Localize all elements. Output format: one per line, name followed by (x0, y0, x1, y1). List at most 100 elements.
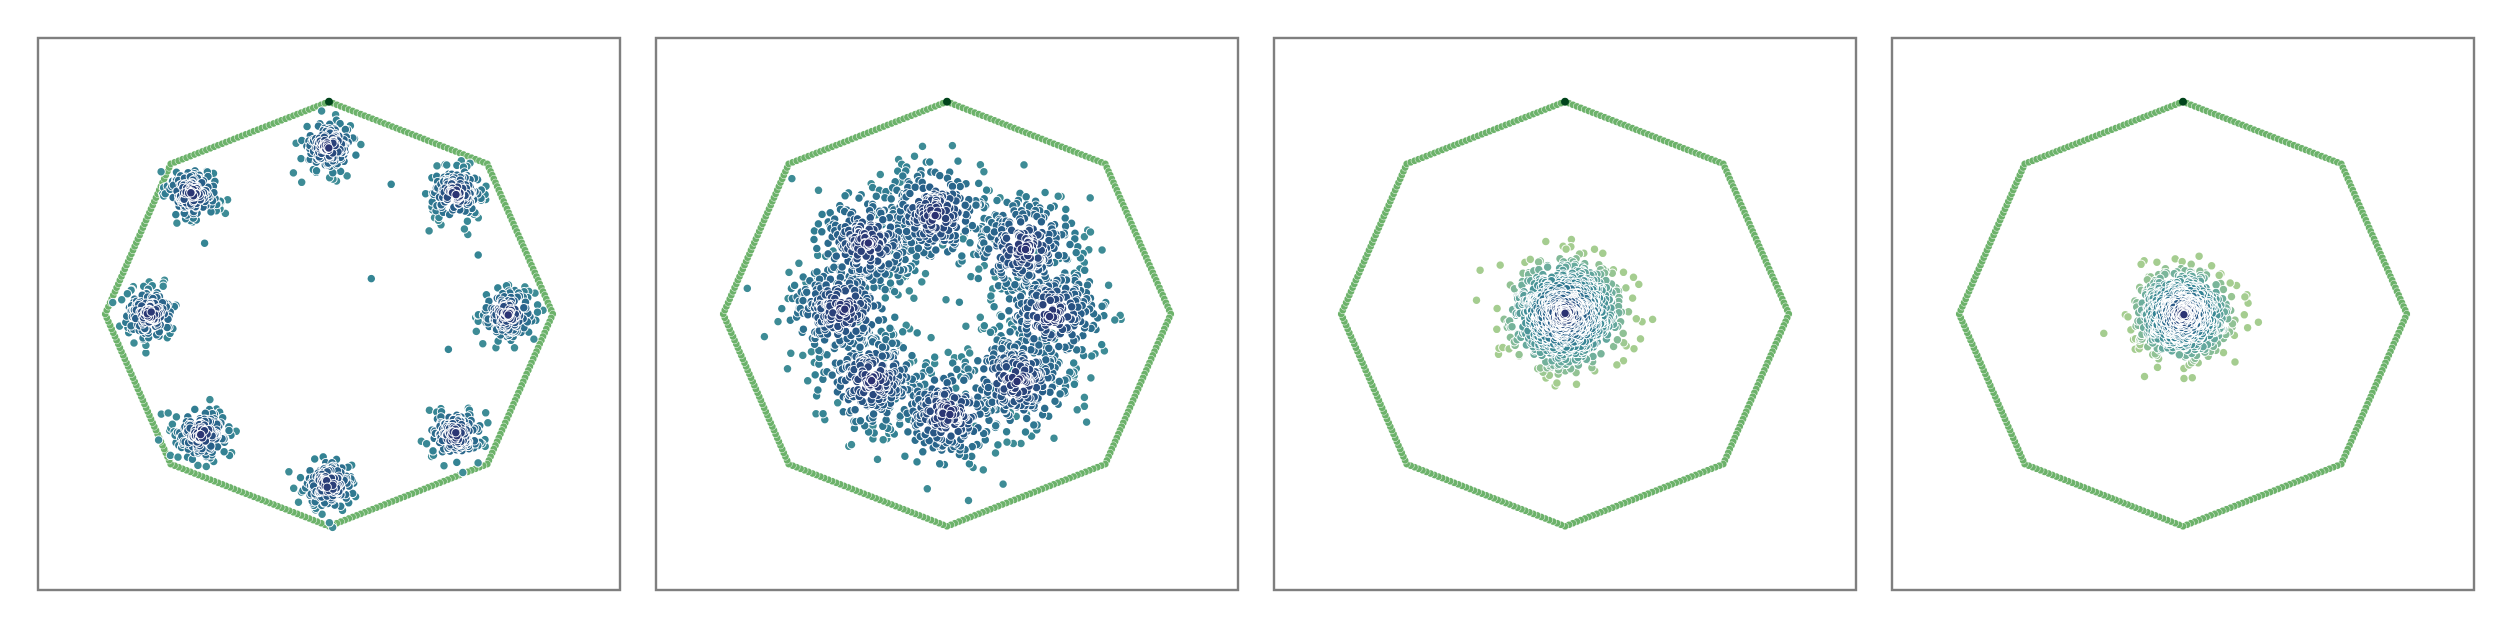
scatter-point (901, 226, 912, 237)
scatter-point (1589, 244, 1600, 254)
scatter-point (1001, 427, 1012, 437)
scatter-point (473, 458, 483, 468)
scatter-point (846, 439, 857, 450)
scatter-point (451, 189, 461, 200)
scatter-point (356, 139, 366, 150)
scatter-point (1071, 247, 1081, 258)
scatter-point (1001, 233, 1012, 243)
scatter-point (1085, 227, 1096, 237)
scatter-point (985, 327, 996, 337)
scatter-point (941, 295, 951, 305)
scatter-panel-2 (654, 36, 1240, 592)
scatter-point (171, 209, 181, 220)
scatter-point (462, 216, 473, 226)
scatter-point (759, 331, 770, 342)
scatter-point (1049, 433, 1059, 443)
scatter-point (863, 238, 873, 248)
scatter-point (782, 364, 793, 374)
scatter-point (939, 389, 950, 400)
scatter-point (1085, 193, 1095, 203)
scatter-point (1044, 343, 1054, 353)
scatter-point (931, 245, 941, 255)
scatter-point (1507, 322, 1517, 332)
scatter-point (153, 435, 164, 445)
scatter-point (866, 375, 877, 386)
scatter-point (1634, 279, 1644, 290)
scatter-point (909, 293, 919, 303)
scatter-point (854, 193, 864, 203)
scatter-point (955, 181, 965, 192)
scatter-point (1097, 339, 1107, 350)
scatter-point (996, 311, 1007, 322)
scatter-point (1492, 303, 1502, 314)
scatter-point (959, 375, 969, 385)
scatter-point (478, 339, 488, 349)
scatter-point (1044, 311, 1055, 322)
scatter-point (855, 416, 866, 426)
scatter-point (158, 281, 168, 291)
scatter-point (1080, 265, 1090, 275)
scatter-point (432, 161, 442, 171)
scatter-point (989, 302, 999, 312)
scatter-point (473, 250, 483, 260)
scatter-point (917, 277, 927, 287)
scatter-point (904, 286, 914, 296)
scatter-point (1055, 389, 1065, 399)
scatter-point (1033, 253, 1043, 263)
scatter-point (813, 385, 823, 395)
scatter-point (935, 459, 945, 469)
scatter-point (884, 259, 894, 269)
scatter-point (117, 295, 127, 305)
scatter-point (224, 425, 234, 436)
scatter-point (351, 150, 361, 160)
scatter-point (885, 323, 895, 333)
scatter-point (529, 334, 539, 344)
scatter-point (1005, 327, 1015, 337)
scatter-point (905, 188, 915, 199)
scatter-point (1082, 280, 1093, 290)
scatter-point (784, 267, 794, 278)
scatter-point (366, 273, 376, 284)
scatter-point (912, 457, 922, 467)
scatter-point (953, 156, 963, 166)
scatter-point (1492, 324, 1502, 334)
scatter-point (196, 429, 206, 440)
scatter-point (1029, 420, 1039, 430)
scatter-point (186, 188, 196, 198)
scatter-point (983, 382, 994, 393)
scatter-point (1628, 272, 1639, 282)
scatter-point (954, 297, 965, 307)
scatter-point (1029, 334, 1039, 344)
scatter-point (1097, 301, 1107, 311)
top-vertex-marker (325, 97, 333, 106)
scatter-point (322, 482, 332, 492)
scatter-point (1016, 438, 1026, 449)
scatter-point (809, 234, 819, 245)
scatter-point (173, 452, 183, 462)
scatter-point (978, 465, 988, 475)
scatter-point (428, 446, 438, 456)
scatter-point (979, 364, 989, 374)
scatter-point (1053, 191, 1063, 201)
scatter-point (827, 370, 837, 380)
top-vertex-marker (943, 97, 951, 106)
scatter-point (892, 250, 902, 261)
scatter-point (1054, 341, 1064, 352)
scatter-point (1016, 217, 1026, 227)
scatter-point (986, 291, 996, 301)
scatter-point (1040, 187, 1050, 198)
scatter-point (1004, 306, 1014, 316)
scatter-point (1495, 260, 1505, 270)
scatter-point (1525, 254, 1535, 265)
scatter-point (1110, 315, 1120, 325)
scatter-point (992, 195, 1002, 206)
scatter-point (1012, 376, 1022, 387)
scatter-point (310, 454, 320, 464)
scatter-point (1041, 355, 1051, 365)
scatter-point (1631, 314, 1641, 324)
scatter-point (942, 378, 952, 388)
scatter-point (803, 376, 813, 386)
scatter-point (1552, 378, 1562, 388)
scatter-point (1471, 295, 1482, 305)
